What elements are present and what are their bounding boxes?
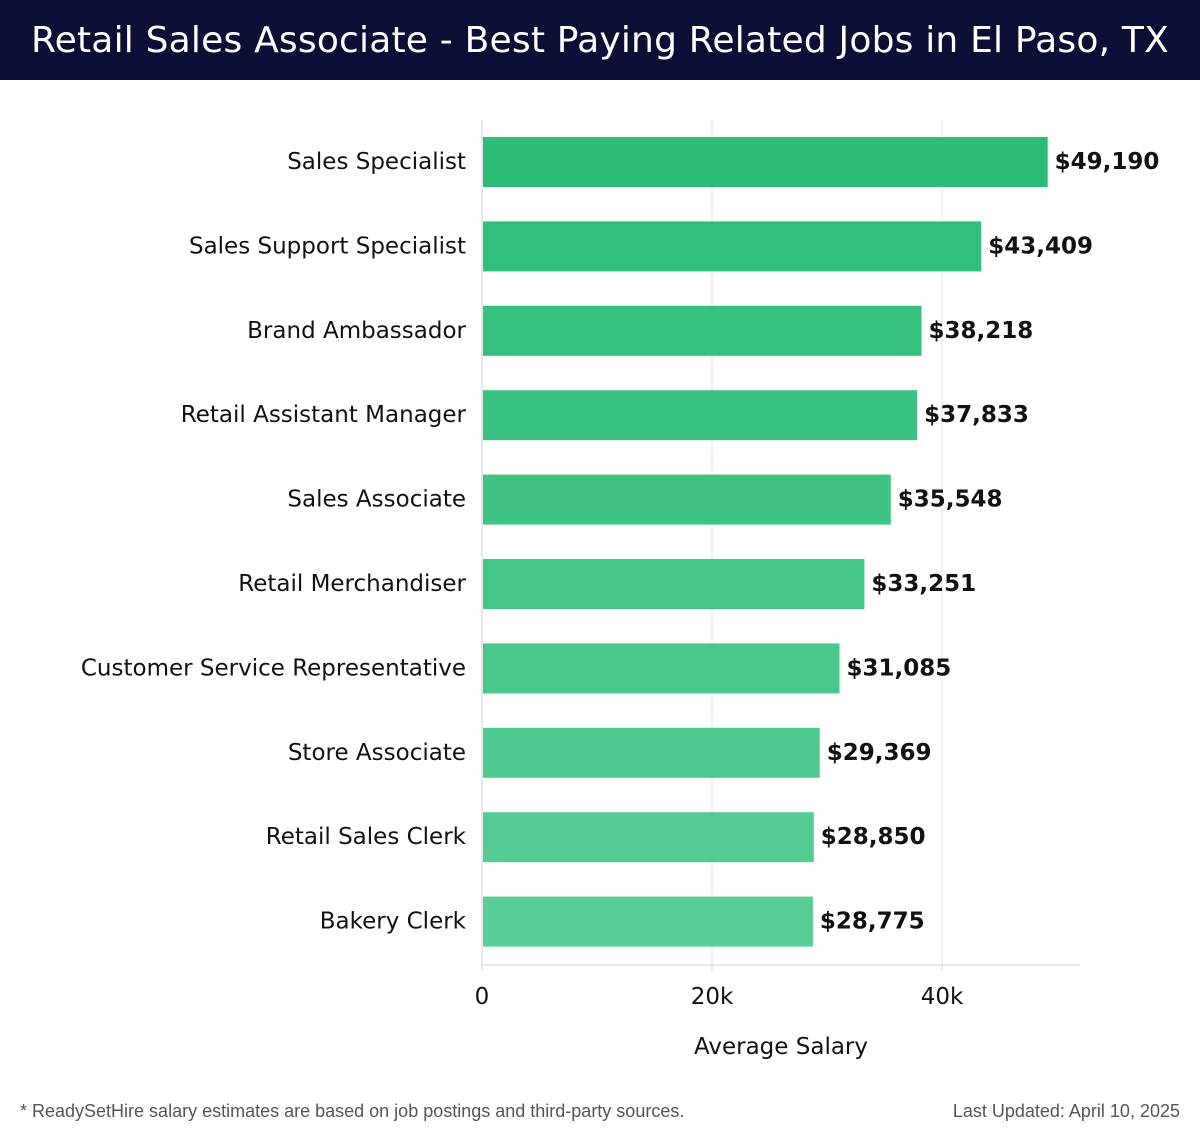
- value-label: $38,218: [929, 318, 1034, 344]
- value-label: $43,409: [988, 233, 1093, 259]
- value-label: $37,833: [924, 402, 1029, 428]
- bar: [483, 643, 840, 694]
- category-label: Retail Assistant Manager: [181, 402, 467, 428]
- value-label: $31,085: [846, 655, 951, 681]
- chart-title: Retail Sales Associate - Best Paying Rel…: [31, 19, 1169, 61]
- bar: [483, 221, 982, 272]
- bar: [483, 812, 814, 863]
- category-label: Brand Ambassador: [247, 318, 466, 344]
- bar: [483, 137, 1048, 187]
- salary-bar-chart: Sales Specialist $49,190 Sales Support Spe…: [81, 120, 1160, 1060]
- bar: [483, 896, 813, 947]
- category-label: Retail Sales Clerk: [266, 824, 467, 850]
- footnote: * ReadySetHire salary estimates are base…: [20, 1101, 685, 1121]
- x-tick-label: 0: [475, 984, 490, 1010]
- bar: [483, 474, 891, 525]
- value-label: $49,190: [1055, 149, 1160, 175]
- category-label: Sales Support Specialist: [189, 233, 466, 259]
- chart-header: Retail Sales Associate - Best Paying Rel…: [0, 0, 1200, 80]
- category-label: Sales Specialist: [287, 149, 466, 175]
- value-label: $33,251: [871, 571, 976, 597]
- category-label: Bakery Clerk: [320, 909, 467, 935]
- value-label: $28,775: [820, 909, 925, 935]
- bar: [483, 559, 865, 609]
- bar: [483, 305, 922, 356]
- x-axis-title: Average Salary: [694, 1034, 868, 1060]
- bar: [483, 727, 820, 778]
- category-label: Retail Merchandiser: [238, 571, 466, 597]
- bar: [483, 390, 918, 441]
- value-label: $28,850: [821, 824, 926, 850]
- x-tick-label: 40k: [921, 984, 964, 1010]
- value-label: $35,548: [898, 487, 1003, 513]
- category-label: Customer Service Representative: [81, 655, 466, 681]
- x-tick-label: 20k: [691, 984, 734, 1010]
- value-label: $29,369: [827, 740, 932, 766]
- category-label: Store Associate: [288, 740, 466, 766]
- last-updated: Last Updated: April 10, 2025: [952, 1101, 1180, 1121]
- category-label: Sales Associate: [287, 487, 466, 513]
